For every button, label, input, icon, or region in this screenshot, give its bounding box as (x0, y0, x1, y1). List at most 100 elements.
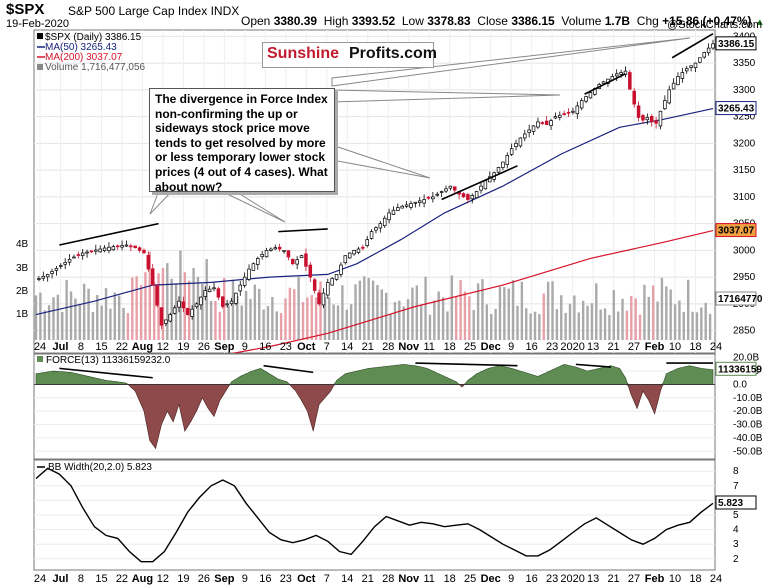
volume-bar (673, 304, 677, 340)
volume-bar (47, 305, 51, 340)
force-panel (33, 353, 716, 460)
volume-bar (603, 308, 607, 340)
date-tick-label: 21 (362, 341, 374, 353)
bbw-tick-label: 7 (733, 481, 739, 492)
price-tick-label: 3300 (733, 85, 756, 96)
candle-body (172, 307, 177, 314)
pointer-to-third-divergence (331, 144, 431, 179)
date-tick-label-bottom: 10 (669, 573, 681, 585)
candle-body (509, 148, 514, 155)
volume-bar (349, 304, 353, 340)
ma200-value-tag: 3037.07 (718, 226, 755, 237)
volume-bar (96, 295, 99, 340)
low-value: 3378.83 (427, 14, 471, 28)
volume-bar (577, 312, 580, 340)
candle-body (466, 194, 470, 200)
volume-bar (301, 302, 305, 340)
candle-body (277, 246, 282, 250)
bbw-layer (35, 467, 714, 563)
volume-bar (371, 280, 375, 340)
volume-bar (507, 288, 510, 340)
candle-body (238, 284, 243, 292)
candle-body (544, 120, 549, 125)
candle-body (396, 207, 400, 211)
date-tick-label-bottom: 24 (34, 573, 46, 585)
volume-bar (380, 289, 383, 340)
callout-pointers (149, 37, 691, 223)
volume-bar (332, 304, 335, 340)
price-tick-label: 3100 (733, 192, 756, 203)
candle-body (505, 155, 510, 165)
volume-bar (354, 284, 357, 340)
volume-bar (586, 305, 589, 340)
volume-bar (363, 276, 366, 340)
volume-bar (34, 295, 38, 340)
volume-bar (542, 293, 545, 340)
candle-body (523, 133, 527, 139)
candle-body (321, 292, 326, 306)
volume-bar (441, 297, 445, 340)
volume-bar (52, 297, 55, 340)
volume-bar (538, 314, 541, 340)
volume-bar (323, 296, 327, 340)
candle-body (409, 203, 413, 208)
candle-body (628, 72, 632, 90)
candle-body (260, 254, 264, 258)
volume-bar (240, 305, 243, 340)
chart-date: 19-Feb-2020 (6, 18, 69, 30)
volume-bar (494, 308, 497, 340)
low-label: Low (401, 14, 424, 28)
date-tick-label: 26 (198, 341, 210, 353)
volume-bar (87, 288, 90, 340)
volume-bar (78, 303, 81, 340)
bbw-tick-label: 3 (733, 539, 739, 550)
open-label: Open (241, 14, 271, 28)
candle-body (98, 248, 102, 253)
date-tick-label: 25 (464, 341, 476, 353)
volume-bar (643, 284, 646, 340)
candle-body (676, 76, 680, 86)
pointer-to-fourth-divergence (331, 89, 561, 103)
quote-summary: Open 3380.39 High 3393.52 Low 3378.83 Cl… (241, 14, 765, 28)
divergence-trendlines (59, 32, 714, 379)
volume-bar (328, 297, 331, 340)
candle-body (645, 117, 650, 121)
volume-bar (485, 304, 489, 340)
volume-bar (39, 292, 42, 340)
volume-bar (69, 291, 73, 340)
candle-body (374, 227, 378, 231)
candle-body (85, 251, 89, 254)
date-tick-label: 9 (508, 341, 514, 353)
candle-body (575, 105, 580, 115)
price-panel (33, 29, 716, 354)
candle-body (89, 250, 94, 253)
force-legend-swatch (37, 356, 43, 362)
volume-bar (271, 296, 274, 340)
candle-body (164, 319, 168, 324)
volume-bar (82, 283, 86, 340)
volume-bar (201, 283, 204, 340)
date-tick-label: 14 (341, 341, 353, 353)
candle-body (286, 250, 291, 258)
candle-body (413, 201, 418, 204)
close-label: Close (477, 14, 508, 28)
force-tick-label: -10.0B (733, 393, 763, 404)
volume-bar (568, 303, 572, 340)
volume-bar (258, 288, 261, 340)
volume-bar (476, 283, 480, 340)
price-tick-label: 3250 (733, 112, 756, 123)
volume-bar (236, 296, 239, 340)
date-tick-label: Nov (398, 341, 420, 353)
price-legend-swatch (37, 33, 43, 39)
candle-body (614, 73, 619, 77)
date-tick-label-bottom: 23 (280, 573, 292, 585)
pointer-to-latest-divergence (331, 37, 691, 87)
candle-body (474, 191, 479, 199)
volume-bar (367, 277, 370, 340)
volume-value-tag-box (715, 291, 757, 306)
volume-value-tag: 17164770 (718, 294, 763, 305)
candle-body (269, 248, 273, 251)
sunshine-profits-logo: Sunshine Profits.com (262, 42, 437, 68)
date-tick-label-bottom: 8 (78, 573, 84, 585)
force-legend: FORCE(13) 11336159232.0 (37, 355, 171, 366)
